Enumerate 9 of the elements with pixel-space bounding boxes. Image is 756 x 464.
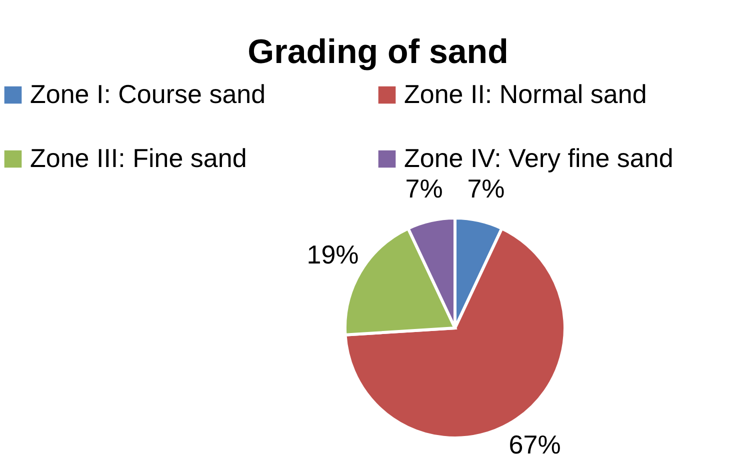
data-label: 7%	[405, 173, 443, 204]
data-label: 7%	[467, 173, 505, 204]
legend-label: Zone III: Fine sand	[30, 143, 247, 173]
data-label: 67%	[508, 429, 561, 460]
legend-label: Zone IV: Very fine sand	[404, 143, 674, 173]
chart-title: Grading of sand	[248, 33, 508, 71]
data-label: 19%	[306, 240, 359, 270]
legend-label: Zone I: Course sand	[30, 79, 266, 109]
legend-label: Zone II: Normal sand	[404, 79, 647, 109]
